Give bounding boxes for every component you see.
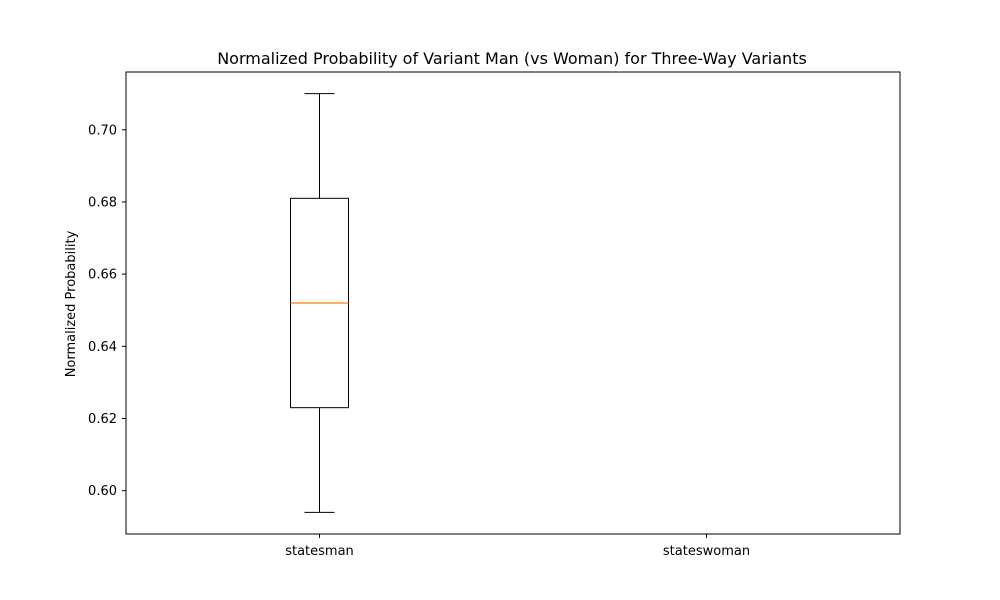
axes-frame — [125, 71, 901, 535]
y-tick-label: 0.70 — [88, 123, 117, 138]
y-tick-label: 0.68 — [88, 195, 117, 210]
y-tick-label: 0.66 — [88, 268, 117, 283]
plot-area: 0.60 0.62 0.64 0.66 0.68 0.70 statesman statesw… — [88, 93, 750, 559]
x-tick-label: stateswoman — [663, 544, 750, 559]
chart-title: Normalized Probability of Variant Man (v… — [217, 49, 807, 68]
y-axis-label: Normalized Probability — [64, 230, 79, 377]
y-tick-label: 0.62 — [88, 412, 117, 427]
y-tick-label: 0.64 — [88, 340, 117, 355]
y-tick-label: 0.60 — [88, 484, 117, 499]
x-tick-label: statesman — [285, 544, 354, 559]
